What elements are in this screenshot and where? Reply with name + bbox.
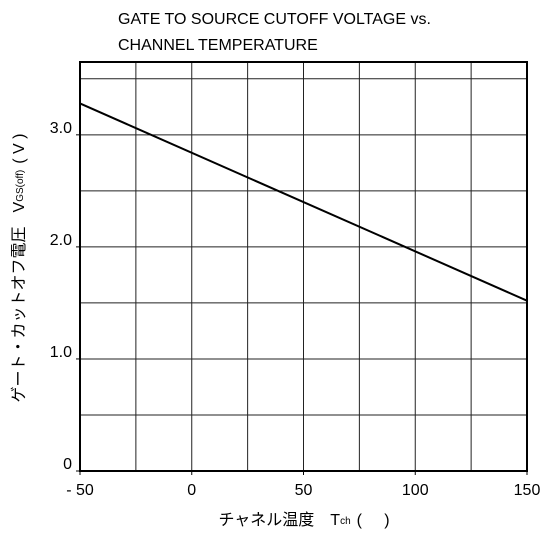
chart-title: GATE TO SOURCE CUTOFF VOLTAGE vs. (118, 11, 431, 28)
x-tick-label: - 50 (66, 482, 94, 499)
y-tick-label: 3.0 (50, 120, 72, 137)
data-line (79, 102, 528, 302)
x-tick-label: 100 (402, 482, 429, 499)
x-label-text: チャネル温度 (218, 511, 314, 529)
y-label-unit: ( V ) (11, 134, 28, 164)
x-tick-label: 50 (295, 482, 313, 499)
y-axis-label: ゲート・カットオフ電圧 VGS(off) ( V ) (10, 134, 28, 403)
x-tick-label: 0 (187, 482, 196, 499)
x-tick-label: 150 (514, 482, 541, 499)
x-label-var: T (330, 512, 340, 529)
x-label-sub: ch (340, 516, 351, 527)
chart-title: CHANNEL TEMPERATURE (118, 37, 318, 54)
y-tick-label: 2.0 (50, 232, 72, 249)
y-label-var: V (11, 201, 28, 212)
y-tick-label: 0 (63, 456, 72, 473)
x-axis-label: チャネル温度 Tch ( ) (218, 511, 389, 529)
y-label-text: ゲート・カットオフ電圧 (10, 226, 28, 402)
y-tick-label: 1.0 (50, 344, 72, 361)
y-label-sub: GS(off) (15, 170, 26, 202)
x-label-unit: ( ) (357, 512, 390, 529)
